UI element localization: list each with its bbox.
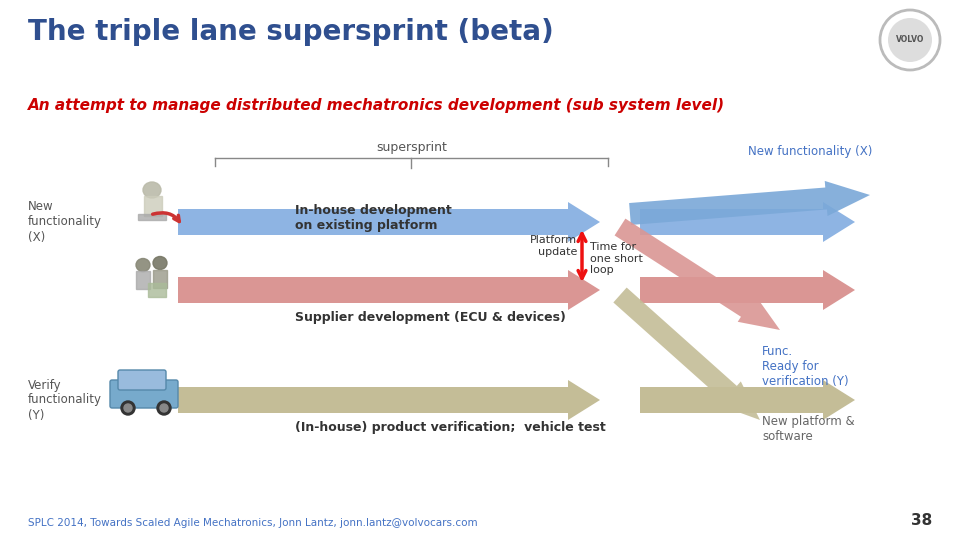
- Polygon shape: [640, 270, 855, 310]
- Polygon shape: [640, 202, 855, 242]
- Text: In-house development
on existing platform: In-house development on existing platfor…: [295, 204, 452, 232]
- Polygon shape: [178, 380, 600, 420]
- Ellipse shape: [153, 256, 167, 269]
- Text: VOLVO: VOLVO: [896, 36, 924, 44]
- Polygon shape: [613, 287, 760, 420]
- Ellipse shape: [143, 182, 161, 198]
- Bar: [144, 196, 162, 216]
- Circle shape: [157, 401, 171, 415]
- FancyBboxPatch shape: [110, 380, 178, 408]
- Circle shape: [121, 401, 135, 415]
- Text: SPLC 2014, Towards Scaled Agile Mechatronics, Jonn Lantz, jonn.lantz@volvocars.c: SPLC 2014, Towards Scaled Agile Mechatro…: [28, 518, 478, 528]
- Circle shape: [888, 18, 932, 62]
- Bar: [138, 214, 166, 220]
- Circle shape: [124, 404, 132, 412]
- Text: New functionality (X): New functionality (X): [748, 145, 873, 158]
- Ellipse shape: [136, 259, 150, 272]
- Text: New platform &
software: New platform & software: [762, 415, 855, 443]
- Text: New
functionality
(X): New functionality (X): [28, 200, 102, 244]
- Text: Time for
one short
loop: Time for one short loop: [590, 242, 643, 275]
- Text: 38: 38: [911, 513, 932, 528]
- Text: The triple lane supersprint (beta): The triple lane supersprint (beta): [28, 18, 554, 46]
- Polygon shape: [615, 219, 780, 330]
- Text: Platform
update: Platform update: [530, 235, 577, 257]
- Polygon shape: [640, 380, 855, 420]
- Text: Supplier development (ECU & devices): Supplier development (ECU & devices): [295, 312, 566, 325]
- Text: Func.
Ready for
verification (Y): Func. Ready for verification (Y): [762, 345, 849, 388]
- Polygon shape: [178, 270, 600, 310]
- Text: An attempt to manage distributed mechatronics development (sub system level): An attempt to manage distributed mechatr…: [28, 98, 725, 113]
- Text: (In-house) product verification;  vehicle test: (In-house) product verification; vehicle…: [295, 422, 605, 435]
- Circle shape: [160, 404, 168, 412]
- Bar: [136, 271, 150, 289]
- FancyBboxPatch shape: [118, 370, 166, 390]
- Polygon shape: [629, 181, 870, 225]
- Bar: [148, 283, 166, 297]
- Text: Verify
functionality
(Y): Verify functionality (Y): [28, 379, 102, 422]
- Polygon shape: [178, 202, 600, 242]
- Bar: [153, 270, 167, 288]
- Text: supersprint: supersprint: [376, 141, 447, 154]
